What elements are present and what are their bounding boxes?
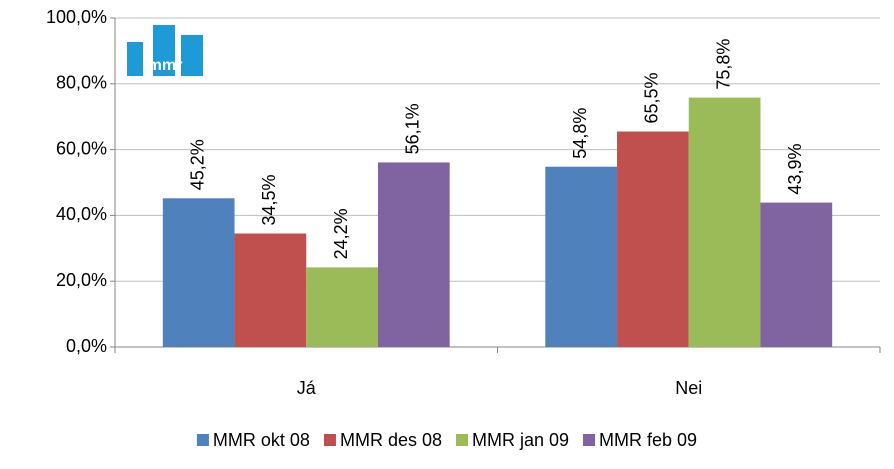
y-tick-label: 60,0% [56,138,107,158]
bar [306,267,378,347]
bar [545,166,618,347]
x-tick-label: Nei [675,378,702,398]
value-label: 43,9% [785,144,805,195]
value-label: 75,8% [713,39,733,90]
legend-swatch [456,434,468,446]
value-label: 65,5% [642,72,662,123]
legend-label: MMR okt 08 [213,430,310,450]
y-tick-label: 100,0% [46,7,107,27]
value-label: 34,5% [259,174,279,225]
legend-swatch [323,434,336,446]
legend-swatch [583,434,596,446]
logo: mmr [127,25,203,76]
value-label: 45,2% [187,139,207,190]
bar [617,131,689,347]
value-label: 56,1% [403,103,423,154]
bar [234,233,307,347]
bar [760,202,833,347]
bar [688,97,761,347]
legend-label: MMR feb 09 [599,430,697,450]
bar [162,198,235,347]
value-label: 24,2% [331,208,351,259]
legend-label: MMR jan 09 [472,430,569,450]
value-label: 54,8% [570,108,590,159]
logo-text: mmr [148,57,183,74]
logo-block [181,35,203,76]
y-tick-label: 0,0% [66,336,107,356]
y-tick-label: 40,0% [56,204,107,224]
logo-block [127,42,143,76]
legend-label: MMR des 08 [340,430,442,450]
logo-block [153,25,175,76]
y-tick-label: 20,0% [56,270,107,290]
x-tick-label: Já [297,378,317,398]
y-tick-label: 80,0% [56,73,107,93]
bar [377,162,450,347]
legend-swatch [196,434,209,446]
